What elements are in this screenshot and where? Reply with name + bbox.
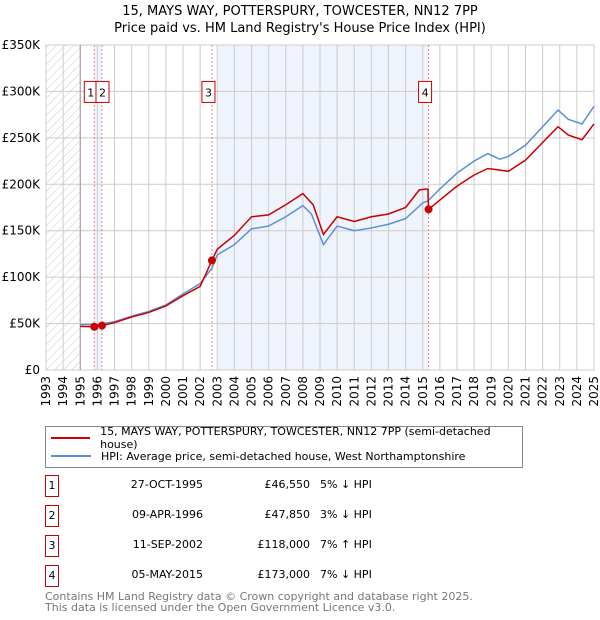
sale-label-box xyxy=(95,80,110,103)
x-tick-label: 2013 xyxy=(382,376,396,407)
y-tick-label: £250K xyxy=(2,131,42,145)
x-tick-label: 2023 xyxy=(553,376,567,407)
transaction-row: 3 11-SEP-2002 £118,000 7% ↑ HPI xyxy=(45,535,565,557)
hpi-line xyxy=(80,105,595,326)
price-chart: 1993 1994 1995 1996 1997 1998 1999 2000 2001 2002… xyxy=(2,38,600,407)
legend-item-hpi: HPI: Average price, semi-detached house,… xyxy=(51,448,465,464)
transaction-number: 2 xyxy=(45,505,59,527)
y-tick-label: £0 xyxy=(25,363,40,377)
transaction-number: 3 xyxy=(45,535,59,557)
x-tick-label: 2017 xyxy=(450,376,464,407)
x-tick-label: 2015 xyxy=(416,376,430,407)
x-tick-label: 2000 xyxy=(159,376,173,407)
legend-label-property: 15, MAYS WAY, POTTERSPURY, TOWCESTER, NN… xyxy=(100,425,491,451)
x-tick-label: 1995 xyxy=(73,376,87,407)
x-tick-label: 2004 xyxy=(227,376,241,407)
transaction-row: 1 27-OCT-1995 £46,550 5% ↓ HPI xyxy=(45,475,565,497)
y-tick-label: £100K xyxy=(2,270,42,284)
x-tick-label: 1999 xyxy=(142,376,156,407)
transaction-number: 4 xyxy=(45,565,59,587)
x-tick-label: 2019 xyxy=(484,376,498,407)
legend-label-hpi: HPI: Average price, semi-detached house,… xyxy=(101,449,466,463)
transaction-hpi-diff: 5% ↓ HPI xyxy=(320,478,372,491)
x-tick-label: 2025 xyxy=(587,376,600,407)
x-tick-label: 2010 xyxy=(330,376,344,407)
x-tick-label: 2024 xyxy=(570,376,584,407)
x-tick-label: 2008 xyxy=(296,376,310,407)
transaction-price: £173,000 xyxy=(257,568,311,581)
transaction-date: 09-APR-1996 xyxy=(131,508,203,521)
blue-line-swatch xyxy=(51,455,91,457)
y-tick-label: £50K xyxy=(9,317,41,331)
transaction-hpi-diff: 7% ↑ HPI xyxy=(320,538,372,551)
x-tick-label: 2011 xyxy=(347,376,361,407)
x-tick-label: 2005 xyxy=(245,376,259,407)
sale-point xyxy=(97,321,106,330)
x-tick-label: 2002 xyxy=(193,376,207,407)
x-tick-label: 2003 xyxy=(210,376,224,407)
sale-point xyxy=(207,256,216,265)
property-price-line xyxy=(80,123,595,328)
x-tick-label: 2006 xyxy=(262,376,276,407)
legend: 15, MAYS WAY, POTTERSPURY, TOWCESTER, NN… xyxy=(45,425,523,468)
footer-copyright: Contains HM Land Registry data © Crown c… xyxy=(45,590,473,603)
chart-title: 15, MAYS WAY, POTTERSPURY, TOWCESTER, NN… xyxy=(122,4,478,19)
y-tick-label: £300K xyxy=(2,84,42,98)
sale-label: 2 xyxy=(99,86,106,99)
transaction-price: £46,550 xyxy=(264,478,311,491)
sale-label-box xyxy=(418,80,433,103)
transaction-row: 2 09-APR-1996 £47,850 3% ↓ HPI xyxy=(45,505,565,527)
x-tick-label: 2009 xyxy=(313,376,327,407)
x-tick-label: 1994 xyxy=(56,376,70,407)
transaction-price: £47,850 xyxy=(264,508,311,521)
y-tick-label: £150K xyxy=(2,224,42,238)
x-tick-label: 2012 xyxy=(364,376,378,407)
x-tick-label: 2007 xyxy=(279,376,293,407)
transaction-hpi-diff: 7% ↓ HPI xyxy=(320,568,372,581)
x-tick-label: 2020 xyxy=(501,376,515,407)
red-line-swatch xyxy=(51,437,91,439)
transaction-date: 11-SEP-2002 xyxy=(132,538,203,551)
sale-label: 4 xyxy=(422,86,429,99)
x-tick-label: 2016 xyxy=(433,376,447,407)
chart-subtitle: Price paid vs. HM Land Registry's House … xyxy=(114,21,486,36)
x-tick-label: 1996 xyxy=(90,376,104,407)
x-tick-label: 2014 xyxy=(399,376,413,407)
sale-point xyxy=(90,322,99,331)
x-tick-label: 1998 xyxy=(125,376,139,407)
footer-licence: This data is licensed under the Open Gov… xyxy=(45,601,396,614)
sale-label: 3 xyxy=(205,86,212,99)
sale-point xyxy=(424,205,433,214)
x-tick-label: 1993 xyxy=(39,376,53,407)
transaction-number: 1 xyxy=(45,475,59,497)
sale-label-box xyxy=(201,80,216,103)
x-tick-label: 2022 xyxy=(536,376,550,407)
transaction-date: 05-MAY-2015 xyxy=(131,568,203,581)
x-tick-label: 2021 xyxy=(519,376,533,407)
x-tick-label: 2018 xyxy=(467,376,481,407)
y-tick-label: £200K xyxy=(2,177,42,191)
shaded-region xyxy=(94,45,102,370)
legend-item-property: 15, MAYS WAY, POTTERSPURY, TOWCESTER, NN… xyxy=(51,425,522,451)
sale-label: 1 xyxy=(87,86,94,99)
transaction-row: 4 05-MAY-2015 £173,000 7% ↓ HPI xyxy=(45,565,565,587)
plot-border xyxy=(45,44,595,371)
transaction-hpi-diff: 3% ↓ HPI xyxy=(320,508,372,521)
x-tick-label: 1997 xyxy=(108,376,122,407)
transaction-price: £118,000 xyxy=(257,538,311,551)
x-tick-label: 2001 xyxy=(176,376,190,407)
y-tick-label: £350K xyxy=(2,38,42,52)
transaction-date: 27-OCT-1995 xyxy=(130,478,203,491)
shaded-region xyxy=(217,45,429,370)
